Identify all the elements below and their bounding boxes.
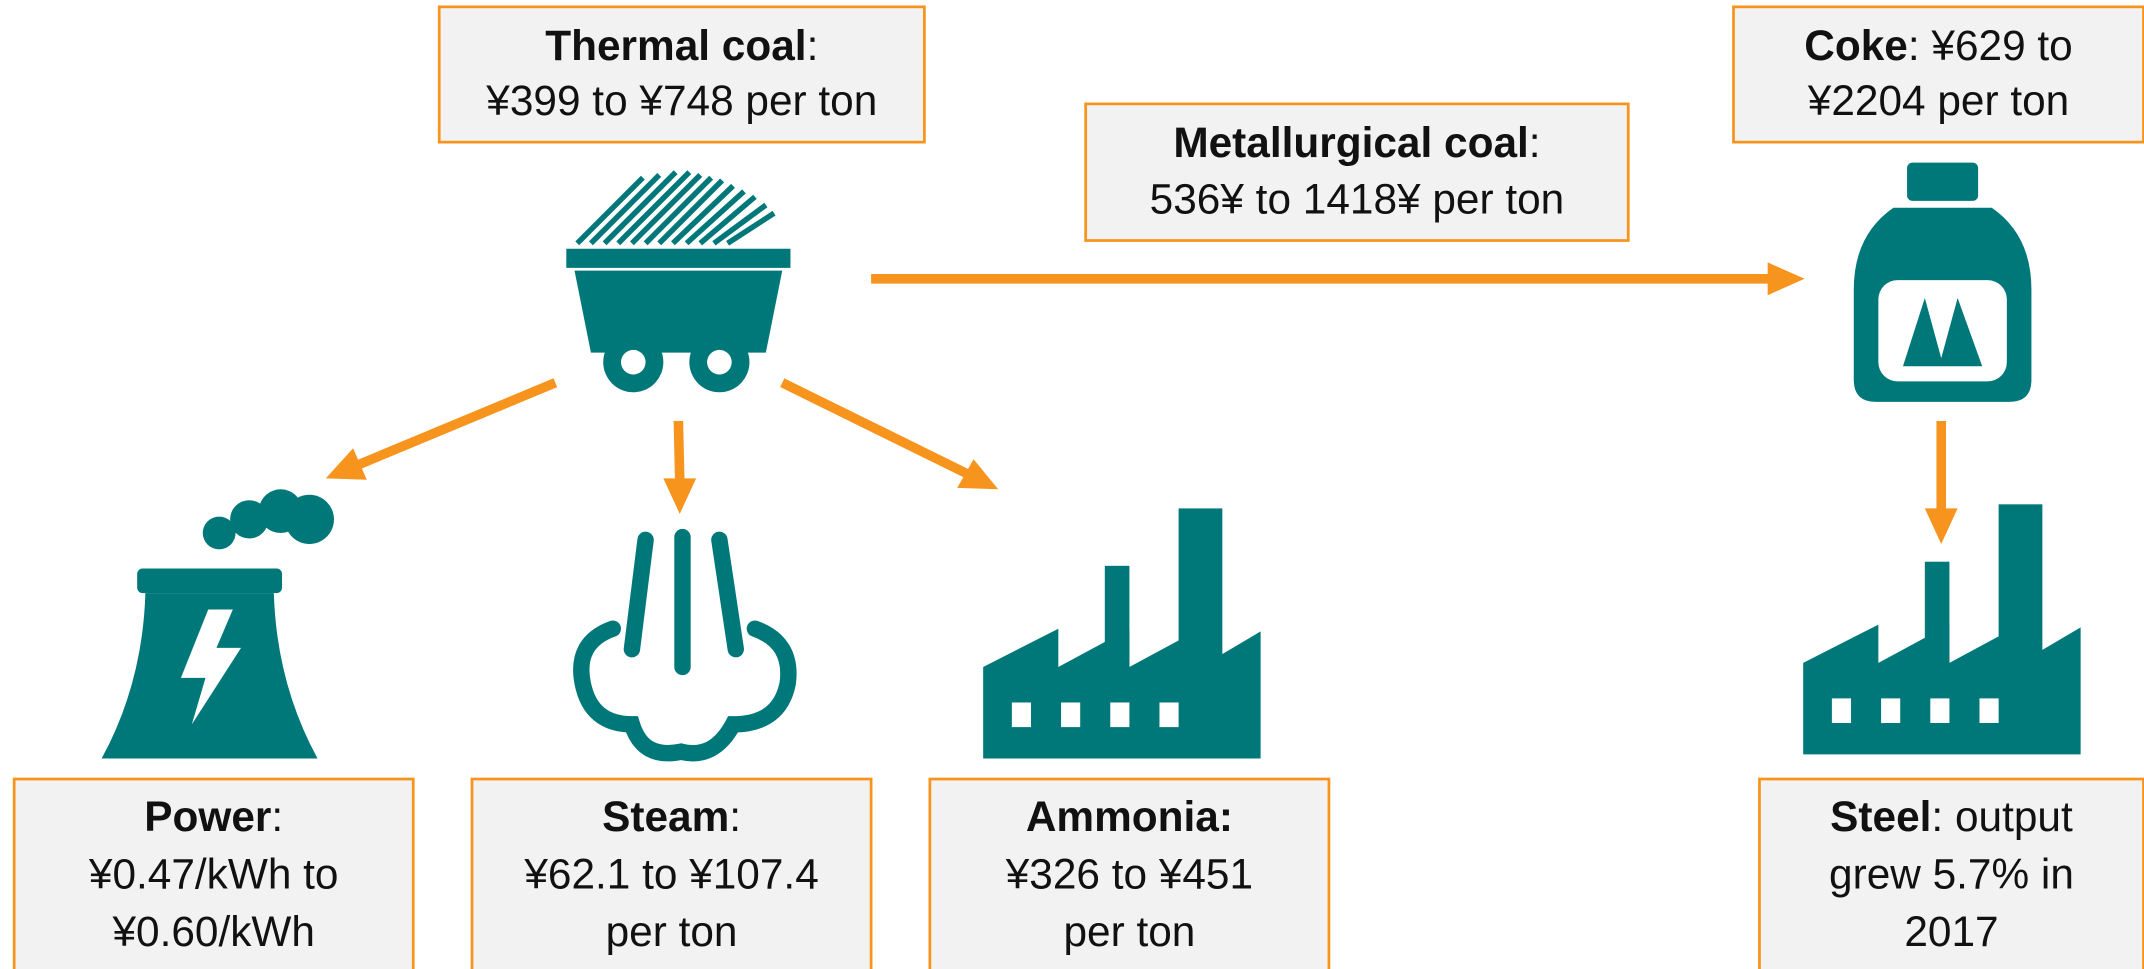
label-line: ¥2204 per ton bbox=[1807, 77, 2069, 124]
label-text: : bbox=[807, 22, 819, 69]
coal-cart-icon bbox=[566, 170, 791, 393]
label-box: Coke: ¥629 to ¥2204 per ton bbox=[1732, 5, 2144, 144]
label-line: Coke: ¥629 to bbox=[1804, 22, 2072, 69]
label-line: per ton bbox=[1063, 908, 1195, 955]
label-text: ¥0.47/kWh to bbox=[88, 851, 339, 898]
label-box: Thermal coal: ¥399 to ¥748 per ton bbox=[437, 5, 926, 144]
label-line: Ammonia: bbox=[1026, 793, 1233, 840]
coke-bottle-icon bbox=[1853, 162, 2032, 402]
label-line: Thermal coal: bbox=[545, 22, 818, 69]
label-text: : bbox=[1529, 119, 1541, 166]
label-text: ¥326 to ¥451 bbox=[1005, 851, 1253, 898]
label-line: 2017 bbox=[1904, 908, 1998, 955]
steam-icon bbox=[573, 528, 797, 762]
label-line: ¥0.60/kWh bbox=[111, 908, 315, 955]
label-text: : bbox=[271, 793, 283, 840]
arrows bbox=[325, 262, 1958, 544]
label-line: grew 5.7% in bbox=[1829, 851, 2074, 898]
label-line: ¥399 to ¥748 per ton bbox=[485, 77, 877, 124]
factory-icon bbox=[983, 508, 1261, 759]
label-bold: Coke bbox=[1804, 22, 1908, 69]
label-line: Steel: output bbox=[1830, 793, 2073, 840]
label-box: Steam: ¥62.1 to ¥107.4 per ton bbox=[470, 777, 873, 969]
label-line: Power: bbox=[144, 793, 283, 840]
label-line: Metallurgical coal: bbox=[1173, 119, 1540, 166]
label-text: ¥399 to ¥748 per ton bbox=[485, 77, 877, 124]
box-frame bbox=[1084, 102, 1630, 242]
label-box: Power: ¥0.47/kWh to ¥0.60/kWh bbox=[12, 777, 415, 969]
label-box: Steel: output grew 5.7% in 2017 bbox=[1758, 777, 2144, 969]
label-text: : bbox=[729, 793, 741, 840]
label-text: : output bbox=[1931, 793, 2073, 840]
power-plant-icon bbox=[101, 489, 334, 759]
label-text: 536¥ to 1418¥ per ton bbox=[1150, 175, 1565, 222]
label-line: Steam: bbox=[602, 793, 741, 840]
steel-factory-icon bbox=[1803, 504, 2081, 755]
label-text: ¥2204 per ton bbox=[1807, 77, 2069, 124]
label-text: per ton bbox=[1063, 908, 1195, 955]
label-text: 2017 bbox=[1904, 908, 1998, 955]
box-frame bbox=[437, 5, 926, 144]
label-bold: Steel bbox=[1830, 793, 1931, 840]
box-frame bbox=[928, 777, 1331, 969]
label-text: ¥0.60/kWh bbox=[111, 908, 315, 955]
label-line: ¥326 to ¥451 bbox=[1005, 851, 1253, 898]
label-bold: Thermal coal bbox=[545, 22, 806, 69]
label-line: 536¥ to 1418¥ per ton bbox=[1150, 175, 1565, 222]
label-box: Metallurgical coal: 536¥ to 1418¥ per ton bbox=[1084, 102, 1630, 242]
label-line: ¥0.47/kWh to bbox=[88, 851, 339, 898]
label-box: Ammonia: ¥326 to ¥451 per ton bbox=[928, 777, 1331, 969]
box-frame bbox=[12, 777, 415, 969]
box-frame bbox=[470, 777, 873, 969]
label-text: per ton bbox=[606, 908, 738, 955]
label-text: ¥62.1 to ¥107.4 bbox=[523, 851, 818, 898]
label-bold: Ammonia: bbox=[1026, 793, 1233, 840]
label-line: ¥62.1 to ¥107.4 bbox=[523, 851, 818, 898]
label-bold: Steam bbox=[602, 793, 729, 840]
label-bold: Power bbox=[144, 793, 271, 840]
label-line: per ton bbox=[606, 908, 738, 955]
label-bold: Metallurgical coal bbox=[1173, 119, 1528, 166]
box-frame bbox=[1732, 5, 2144, 144]
label-text: : ¥629 to bbox=[1908, 22, 2073, 69]
label-text: grew 5.7% in bbox=[1829, 851, 2074, 898]
